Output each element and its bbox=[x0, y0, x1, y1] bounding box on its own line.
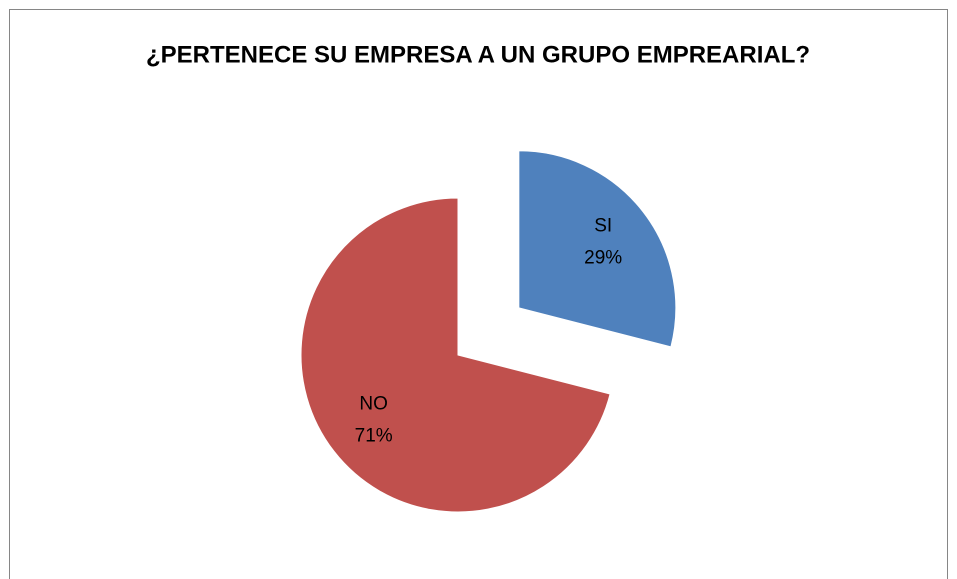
slice-category-label: SI bbox=[594, 215, 612, 236]
pie-slice bbox=[300, 197, 611, 513]
chart-title: ¿PERTENECE SU EMPRESA A UN GRUPO EMPREAR… bbox=[146, 41, 810, 68]
slice-value-label: 71% bbox=[355, 425, 393, 446]
slice-value-label: 29% bbox=[584, 247, 622, 268]
slice-category-label: NO bbox=[359, 393, 388, 414]
pie-slice bbox=[518, 150, 677, 348]
